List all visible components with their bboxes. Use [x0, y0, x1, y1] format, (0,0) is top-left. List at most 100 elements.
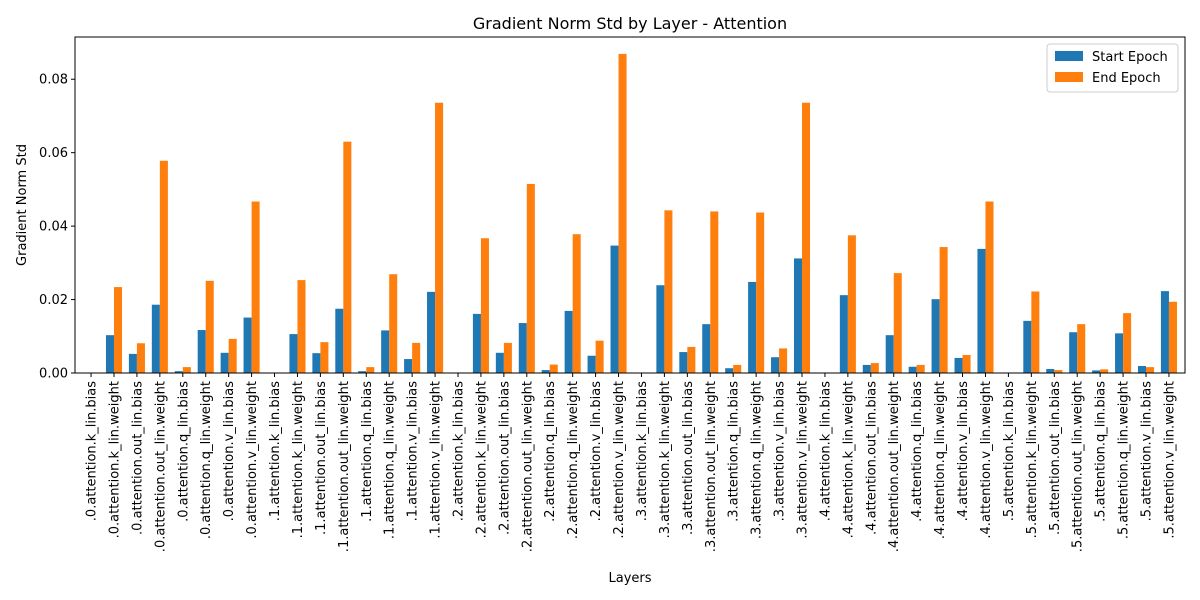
legend-swatch — [1055, 72, 1083, 82]
bar — [335, 308, 344, 373]
bar — [243, 317, 252, 373]
bar — [702, 324, 711, 373]
bar — [916, 364, 925, 373]
x-tick-label: .1.attention.k_lin.weight — [291, 381, 306, 538]
bar — [656, 285, 665, 373]
bar — [802, 102, 811, 373]
bar — [113, 287, 123, 373]
bar — [480, 238, 489, 373]
bar — [564, 310, 573, 373]
bar — [389, 274, 398, 373]
x-tick-label: .2.attention.k_lin.bias — [452, 381, 467, 521]
bar — [358, 371, 367, 373]
x-tick-label: .1.attention.v_lin.bias — [406, 381, 421, 522]
bar — [381, 330, 390, 373]
y-tick-label: 0.04 — [39, 220, 68, 235]
x-tick-label: .0.attention.out_lin.weight — [153, 381, 168, 552]
bar — [159, 160, 168, 373]
x-tick-label: .0.attention.out_lin.bias — [130, 381, 145, 535]
bar — [985, 201, 994, 373]
x-tick-label: .2.attention.out_lin.weight — [520, 381, 535, 552]
bar — [679, 352, 688, 373]
bar — [549, 364, 558, 373]
bar — [320, 342, 329, 373]
x-tick-label: .1.attention.q_lin.bias — [360, 381, 375, 522]
x-tick-label: .5.attention.v_lin.bias — [1140, 381, 1155, 522]
x-tick-label: .1.attention.q_lin.weight — [383, 381, 398, 539]
x-tick-label: .1.attention.k_lin.bias — [268, 381, 283, 521]
x-tick-label: .0.attention.v_lin.weight — [245, 381, 260, 539]
bar — [931, 299, 940, 373]
bar — [1077, 324, 1086, 373]
legend-label: End Epoch — [1092, 71, 1161, 86]
x-tick-label: .0.attention.q_lin.bias — [176, 381, 191, 522]
x-tick-label: .5.attention.out_lin.bias — [1048, 381, 1063, 535]
x-tick-label: .4.attention.out_lin.weight — [887, 381, 902, 552]
plot-frame — [74, 36, 1186, 374]
series-end-epoch-bars — [113, 53, 1177, 373]
x-tick-label: .3.attention.q_lin.weight — [750, 381, 765, 539]
x-tick-label: .0.attention.k_lin.weight — [107, 381, 122, 538]
x-tick-label: .2.attention.v_lin.bias — [589, 381, 604, 522]
bar — [587, 355, 596, 373]
bar — [495, 352, 504, 373]
x-tick-label: .5.attention.out_lin.weight — [1071, 381, 1086, 552]
bar — [526, 183, 535, 373]
bar — [1069, 332, 1078, 373]
bar — [793, 258, 803, 373]
bar — [756, 212, 765, 373]
bar — [435, 102, 444, 373]
x-tick-label: .3.attention.q_lin.bias — [727, 381, 742, 522]
bar — [251, 201, 260, 373]
bar — [771, 357, 780, 373]
bar — [174, 371, 183, 373]
bar — [128, 353, 137, 373]
bar — [733, 364, 742, 373]
bar — [862, 364, 871, 373]
x-tick-label: .4.attention.k_lin.weight — [841, 381, 856, 538]
bar — [541, 370, 550, 373]
bar — [1054, 370, 1063, 373]
bar — [105, 335, 114, 373]
bar — [939, 247, 948, 373]
bar — [610, 245, 619, 373]
y-tick-label: 0.02 — [39, 293, 68, 308]
bar — [962, 355, 971, 373]
bar — [870, 363, 879, 373]
chart-title: Gradient Norm Std by Layer - Attention — [473, 14, 787, 33]
y-axis-title: Gradient Norm Std — [15, 144, 30, 266]
x-tick-label: .1.attention.out_lin.weight — [337, 381, 352, 552]
x-tick-label: .3.attention.k_lin.bias — [635, 381, 650, 521]
y-tick-label: 0.00 — [39, 367, 68, 382]
bar — [472, 313, 481, 373]
x-tick-label: .0.attention.k_lin.bias — [85, 381, 100, 521]
bar — [1123, 313, 1132, 373]
bar — [151, 304, 160, 373]
bar — [725, 368, 734, 373]
x-tick-label: .3.attention.k_lin.weight — [658, 381, 673, 538]
bar — [885, 335, 894, 373]
legend-label: Start Epoch — [1092, 50, 1168, 65]
bar — [1146, 367, 1155, 373]
x-tick-label: .5.attention.k_lin.bias — [1002, 381, 1017, 521]
bar — [748, 281, 757, 373]
bar — [1031, 291, 1040, 373]
x-tick-label: .5.attention.k_lin.weight — [1025, 381, 1040, 538]
bar — [412, 342, 421, 373]
bar — [197, 330, 206, 373]
x-tick-label: .4.attention.v_lin.weight — [979, 381, 994, 539]
legend: Start Epoch End Epoch — [1046, 43, 1179, 93]
x-tick-label: .4.attention.k_lin.bias — [818, 381, 833, 521]
x-axis-title: Layers — [608, 571, 651, 586]
bar — [595, 340, 604, 373]
bar — [518, 323, 527, 373]
bar — [710, 211, 719, 373]
bar — [228, 338, 237, 373]
bar — [289, 334, 298, 373]
plot-area: 0.00 0.02 0.04 0.06 0.08 .0.attention.k_lin.b… — [39, 36, 1186, 552]
x-tick-label: .4.attention.out_lin.bias — [864, 381, 879, 535]
x-tick-label: .3.attention.out_lin.bias — [681, 381, 696, 535]
bar — [312, 353, 321, 373]
x-tick-label: .1.attention.out_lin.bias — [314, 381, 329, 535]
